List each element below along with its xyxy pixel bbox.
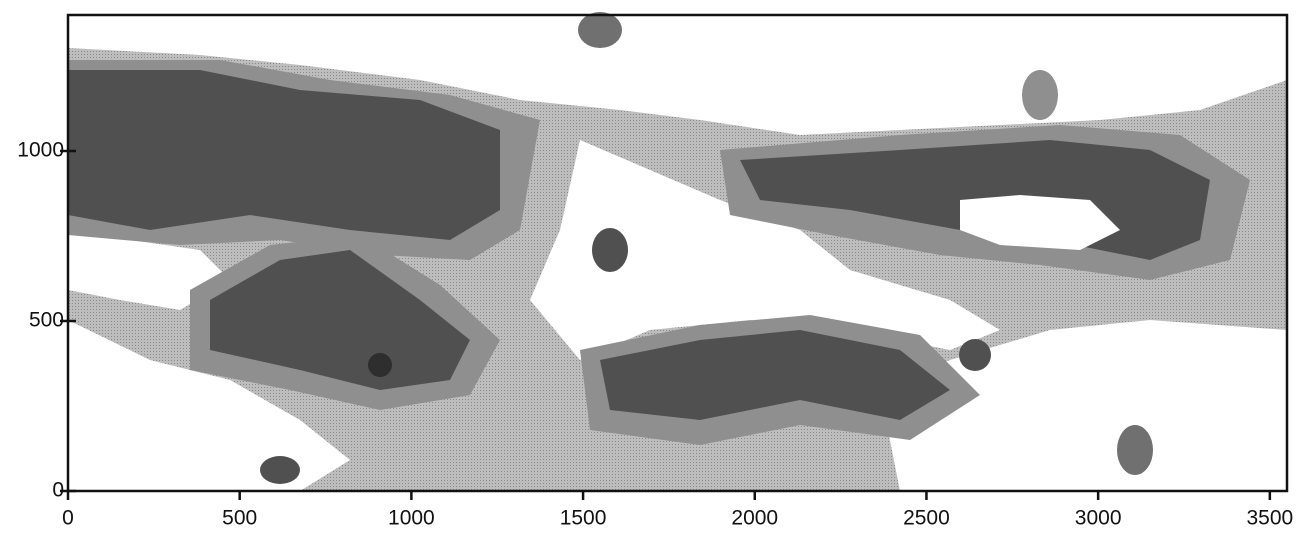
contour-patch — [1117, 425, 1153, 475]
contour-patch — [578, 12, 622, 48]
contour-field — [68, 12, 1287, 491]
x-tick-label: 3000 — [1075, 507, 1122, 530]
scale-bar — [1085, 478, 1165, 491]
contour-patch — [600, 330, 950, 420]
contour-patch — [68, 320, 350, 491]
contour-patch — [368, 353, 392, 377]
contour-patch — [68, 70, 500, 240]
contour-patch — [592, 228, 628, 272]
contour-patch — [68, 15, 1287, 135]
x-tick-label: 500 — [222, 507, 257, 530]
x-tick-label: 2000 — [731, 507, 778, 530]
y-tick-label: 1000 — [17, 139, 64, 162]
contour-patch — [959, 339, 991, 371]
contour-patch — [68, 230, 230, 310]
contour-patch — [530, 140, 1000, 360]
x-tick-label: 1000 — [388, 507, 435, 530]
x-tick-label: 3500 — [1246, 507, 1293, 530]
x-tick-label: 0 — [62, 507, 74, 530]
y-tick-label: 0 — [52, 479, 64, 502]
contour-patch — [960, 195, 1120, 250]
y-tick-label: 500 — [29, 309, 64, 332]
contour-patch — [210, 250, 470, 390]
x-tick-label: 1500 — [560, 507, 607, 530]
plot-frame — [66, 13, 1289, 493]
x-tick-label: 2500 — [903, 507, 950, 530]
contour-patch — [260, 456, 300, 484]
contour-patch — [1022, 70, 1058, 120]
